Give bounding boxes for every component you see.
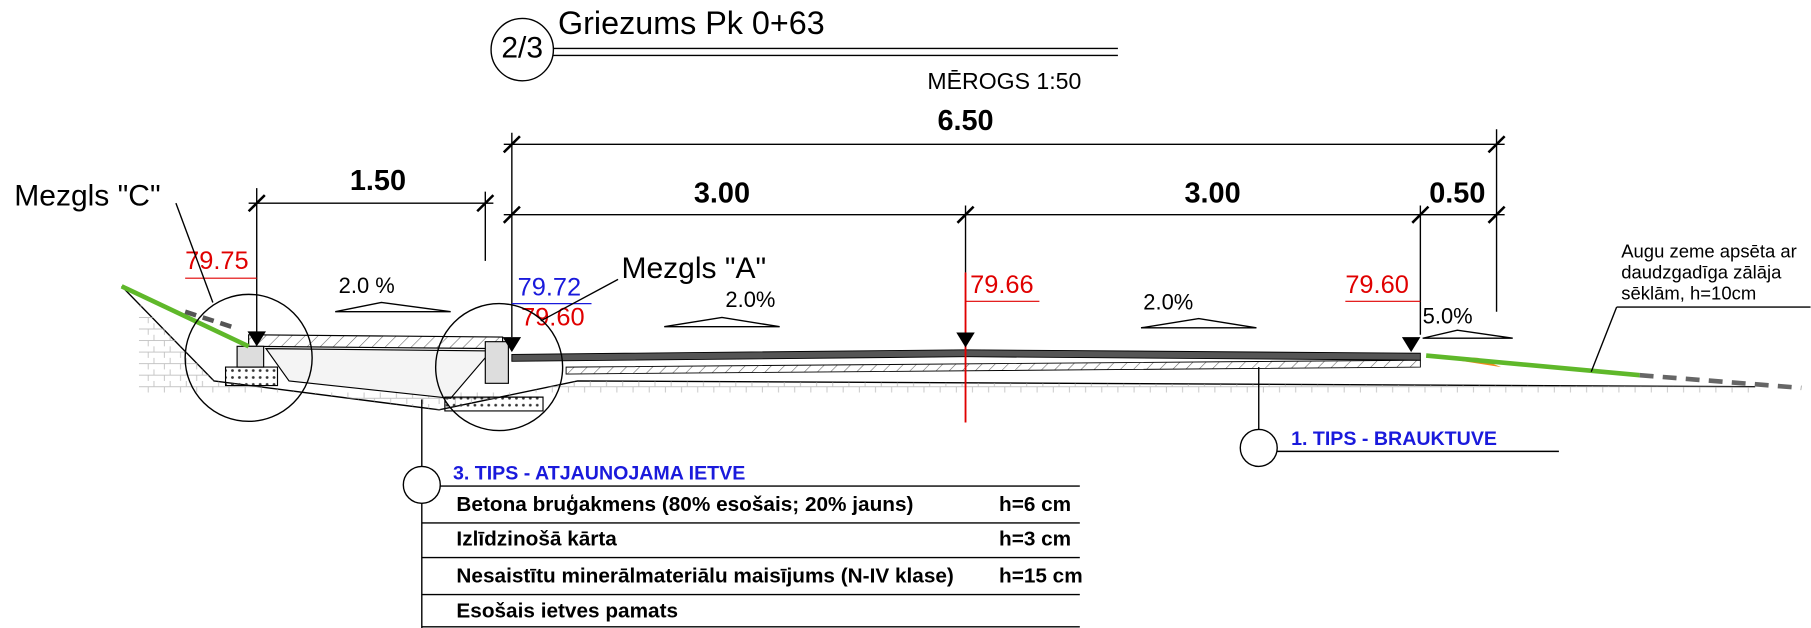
level-marker xyxy=(1401,337,1421,353)
node-circle xyxy=(434,302,564,432)
curb xyxy=(484,341,509,384)
layer-thickness: h=6 cm xyxy=(999,493,1071,516)
level-marker xyxy=(956,332,975,348)
topsoil-left xyxy=(120,284,250,349)
type-circle xyxy=(402,465,441,505)
slope: 5.0% xyxy=(1423,303,1473,328)
type-circle xyxy=(1239,428,1278,468)
tick xyxy=(1411,205,1430,224)
elevation: 79.75 xyxy=(185,247,248,275)
node-label: Mezgls "C" xyxy=(14,179,160,212)
tick xyxy=(247,194,266,213)
slope-arrow xyxy=(1140,317,1257,329)
slope: 2.0 % xyxy=(339,273,395,298)
dimension: 1.50 xyxy=(350,165,406,197)
topsoil-dash xyxy=(1639,372,1802,391)
curb xyxy=(236,345,265,368)
slope-arrow xyxy=(1422,329,1513,339)
layer-name: Betona bruģakmens (80% esošais; 20% jaun… xyxy=(456,493,913,516)
dimension: 6.50 xyxy=(937,105,993,137)
title-circle xyxy=(490,17,555,82)
leader xyxy=(1590,306,1618,372)
dimension-lines xyxy=(247,129,1506,338)
type-label: 1. TIPS - BRAUKTUVE xyxy=(1291,428,1497,450)
topsoil-dash xyxy=(184,309,233,329)
elevation: 79.60 xyxy=(521,303,585,331)
dimension: 3.00 xyxy=(694,178,750,210)
slope: 2.0% xyxy=(725,287,775,312)
layer-name: Nesaistītu minerālmateriālu maisījums (N… xyxy=(456,565,953,588)
ground-fill xyxy=(138,302,1756,410)
dimension: 3.00 xyxy=(1184,178,1240,210)
leader xyxy=(540,278,619,322)
node-label: Mezgls "A" xyxy=(622,252,767,285)
elevation: 79.60 xyxy=(1345,271,1408,299)
layer-thickness: h=3 cm xyxy=(999,528,1071,551)
tick xyxy=(476,194,495,213)
note-line: Augu zeme apsēta ar xyxy=(1621,241,1797,262)
slope-arrow xyxy=(335,301,451,313)
road-base xyxy=(565,359,1421,375)
node-circle xyxy=(184,293,313,423)
dimension: 0.50 xyxy=(1429,178,1485,210)
tick xyxy=(956,205,975,224)
note-line: sēklām, h=10cm xyxy=(1621,282,1756,303)
topsoil-right xyxy=(1425,353,1640,378)
tick xyxy=(1487,205,1506,224)
section-number: 2/3 xyxy=(501,32,543,65)
sidewalk-base xyxy=(264,348,493,399)
elevation: 79.66 xyxy=(970,271,1033,299)
layer-thickness: h=15 cm xyxy=(999,565,1083,588)
layer-name: Izlīdzinošā kārta xyxy=(456,528,617,551)
section-title: Griezums Pk 0+63 xyxy=(558,5,825,41)
note-line: daudzgadīga zālāja xyxy=(1621,261,1782,282)
tick xyxy=(502,135,521,154)
tick xyxy=(1487,135,1506,154)
slope-arrow xyxy=(664,316,780,328)
slope: 2.0% xyxy=(1143,289,1193,314)
curb-foundation xyxy=(444,396,544,412)
level-markers xyxy=(247,331,1421,353)
curb-foundation xyxy=(224,366,279,387)
tick xyxy=(502,205,521,224)
type-label: 3. TIPS - ATJAUNOJAMA IETVE xyxy=(453,463,745,485)
level-marker xyxy=(502,337,522,353)
ticks xyxy=(247,135,1506,224)
sidewalk-pavers xyxy=(248,334,504,350)
elevation: 79.72 xyxy=(518,273,582,301)
leader xyxy=(175,202,214,303)
scale: MĒROGS 1:50 xyxy=(927,68,1081,94)
level-marker xyxy=(247,331,266,347)
layer-name: Esošais ietves pamats xyxy=(456,599,678,622)
